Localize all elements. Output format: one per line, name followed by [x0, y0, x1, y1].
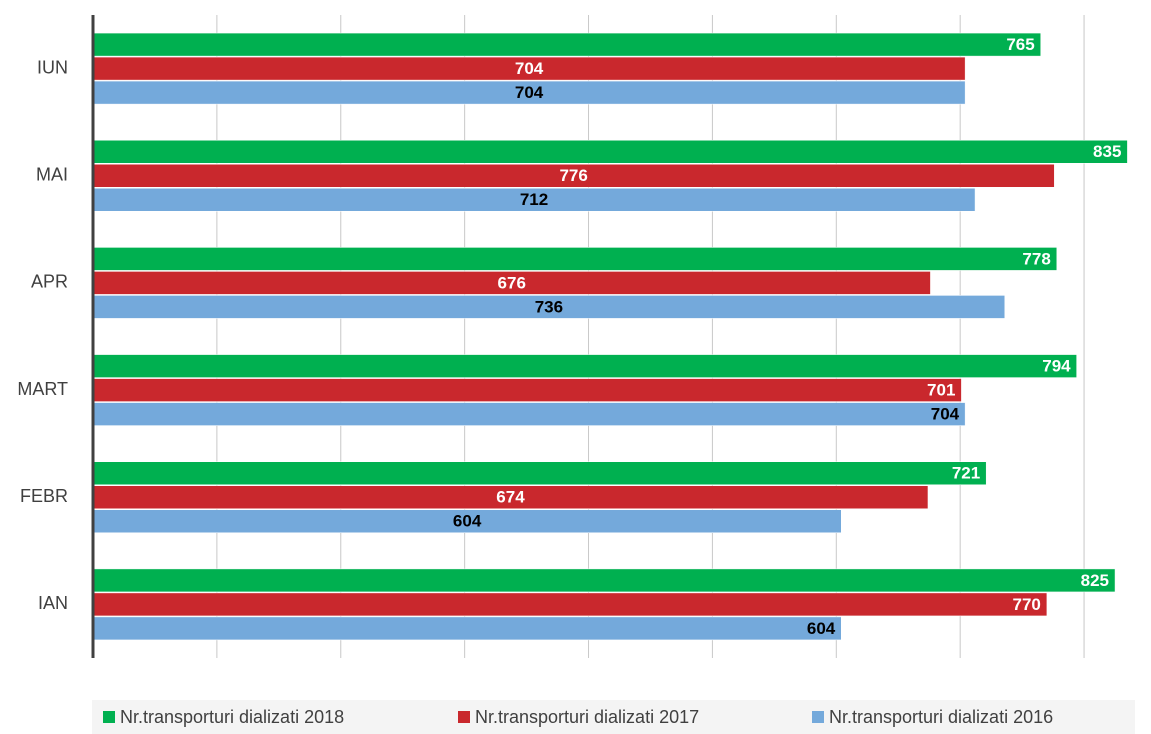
- value-label: 776: [559, 166, 587, 185]
- value-label: 676: [498, 273, 526, 292]
- value-label: 770: [1013, 595, 1041, 614]
- value-label: 701: [927, 381, 955, 400]
- value-label: 604: [453, 512, 482, 531]
- category-label: FEBR: [20, 486, 68, 506]
- legend-swatch: [458, 711, 470, 723]
- category-label: IAN: [38, 593, 68, 613]
- value-label: 778: [1022, 249, 1050, 268]
- legend-label: Nr.transporturi dializati 2016: [829, 707, 1053, 727]
- value-label: 704: [515, 59, 544, 78]
- legend-label: Nr.transporturi dializati 2018: [120, 707, 344, 727]
- value-label: 704: [931, 405, 960, 424]
- value-label: 835: [1093, 142, 1121, 161]
- bar: [92, 592, 1048, 617]
- value-label: 765: [1006, 35, 1034, 54]
- value-label: 825: [1081, 571, 1109, 590]
- bar: [92, 616, 842, 641]
- value-label: 704: [515, 83, 544, 102]
- bar: [92, 32, 1041, 57]
- bar: [92, 461, 987, 485]
- legend-swatch: [812, 711, 824, 723]
- value-label: 736: [535, 297, 563, 316]
- category-label: MAI: [36, 165, 68, 185]
- value-label: 604: [807, 619, 836, 638]
- value-label: 721: [952, 464, 980, 483]
- category-label: MART: [17, 379, 68, 399]
- value-label: 794: [1042, 357, 1071, 376]
- bar: [92, 568, 1116, 593]
- bar: [92, 402, 966, 426]
- value-label: 712: [520, 190, 548, 209]
- value-label: 674: [496, 488, 525, 507]
- legend-label: Nr.transporturi dializati 2017: [475, 707, 699, 727]
- bar: [92, 378, 962, 402]
- legend-box: [92, 700, 1135, 734]
- legend-swatch: [103, 711, 115, 723]
- bar: [92, 140, 1128, 164]
- category-label: APR: [31, 272, 68, 292]
- bar: [92, 247, 1058, 271]
- category-label: IUN: [37, 57, 68, 77]
- bar: [92, 354, 1077, 378]
